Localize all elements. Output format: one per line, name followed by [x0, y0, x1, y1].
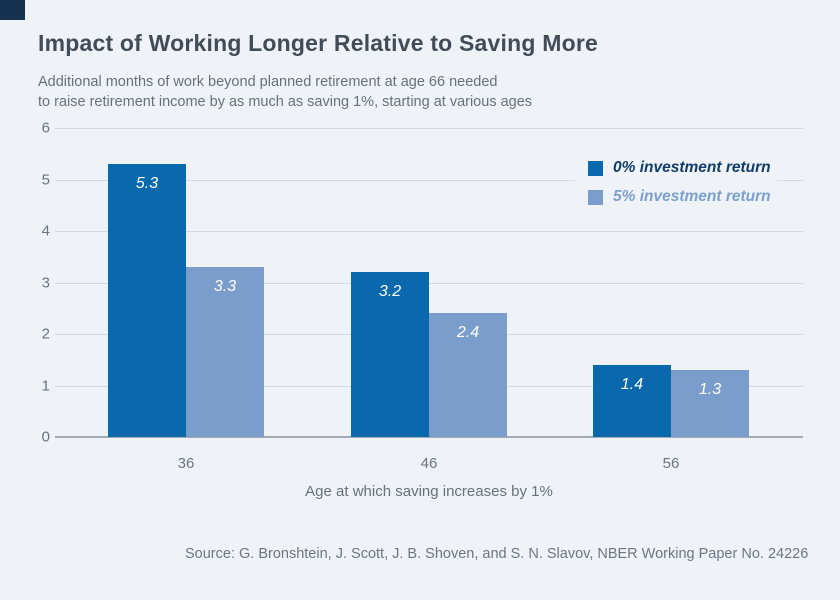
legend-label: 0% investment return [613, 159, 771, 176]
bar-age56-5pct-return: 1.3 [671, 370, 749, 437]
bar-value-label: 1.3 [698, 381, 722, 399]
bar-value-label: 3.2 [378, 283, 402, 301]
y-tick-label-3: 3 [41, 274, 50, 291]
gridline-y-6 [55, 128, 803, 129]
legend-swatch-light-blue [588, 189, 603, 205]
chart-subtitle: Additional months of work beyond planned… [38, 72, 532, 112]
x-axis-baseline [55, 436, 803, 438]
legend-item-5pct: 5% investment return [588, 188, 777, 206]
legend-item-0pct: 0% investment return [588, 159, 777, 177]
y-tick-label-0: 0 [41, 428, 50, 446]
x-tick-label-46: 46 [420, 455, 438, 472]
y-tick-label-1: 1 [41, 377, 50, 394]
bar-value-label: 3.3 [213, 278, 237, 296]
chart-subtitle-line1: Additional months of work beyond planned… [38, 74, 498, 90]
y-tick-label-6: 6 [41, 119, 50, 137]
y-tick-label-4: 4 [41, 222, 50, 240]
gridline-y-5 [55, 179, 803, 181]
y-tick-label-5: 5 [41, 171, 50, 188]
legend-swatch-dark-blue [588, 160, 603, 176]
bar-age56-0pct-return: 1.4 [593, 364, 671, 437]
gridline-y-4 [55, 231, 803, 232]
bar-value-label: 5.3 [135, 175, 159, 193]
bar-age36-5pct-return: 3.3 [186, 267, 264, 437]
x-axis-title: Age at which saving increases by 1% [305, 483, 553, 500]
legend-label: 5% investment return [613, 188, 771, 205]
x-tick-label-36: 36 [177, 455, 195, 472]
bar-age46-5pct-return: 2.4 [429, 313, 507, 437]
legend: 0% investment return 5% investment retur… [575, 152, 777, 221]
y-tick-label-2: 2 [41, 325, 50, 343]
gridline-y-3 [55, 282, 803, 284]
chart-subtitle-line2: to raise retirement income by as much as… [38, 94, 533, 110]
x-tick-label-56: 56 [662, 455, 680, 472]
bar-value-label: 2.4 [456, 324, 480, 342]
bar-value-label: 1.4 [620, 375, 644, 393]
source-attribution: Source: G. Bronshtein, J. Scott, J. B. S… [185, 546, 809, 562]
chart-title: Impact of Working Longer Relative to Sav… [38, 30, 598, 56]
nber-corner-mark [0, 0, 25, 20]
bar-age36-0pct-return: 5.3 [108, 164, 186, 437]
bar-age46-0pct-return: 3.2 [351, 272, 429, 437]
